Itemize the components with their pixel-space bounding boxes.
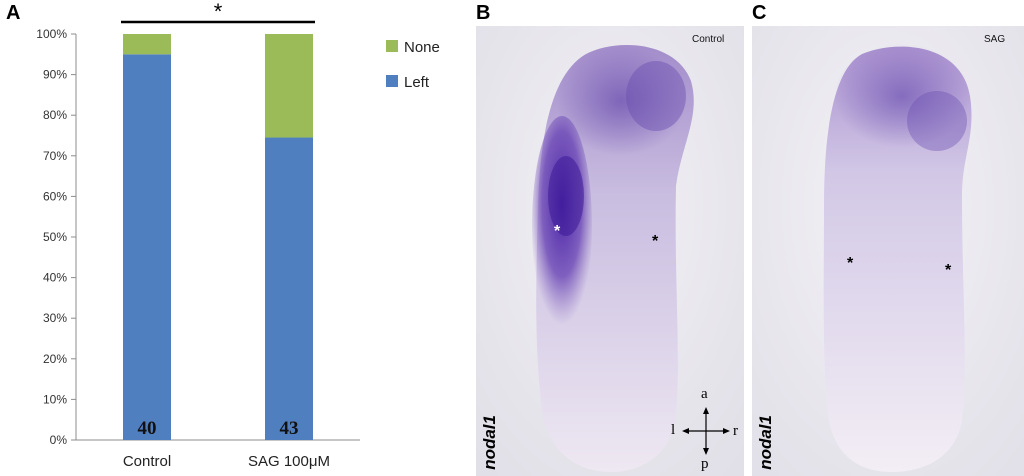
y-tick-label: 50% <box>43 230 67 244</box>
panel-letter-a: A <box>6 2 21 24</box>
stacked-bar-chart: 0% 10% 20% 30% 40% 50% 60% 70% 80% 90% 100% 40 43 C… <box>36 0 440 470</box>
bar-segment-left-0 <box>123 54 171 441</box>
condition-label-control: Control <box>692 34 725 45</box>
y-tick-label: 80% <box>43 108 67 122</box>
legend: None Left <box>386 39 440 91</box>
legend-label-none: None <box>404 39 440 56</box>
embryo-photo-control: Control * * a p l r nodal1 <box>476 26 744 476</box>
axis-label-a: a <box>701 386 708 402</box>
y-tick-label: 70% <box>43 149 67 163</box>
legend-swatch-none <box>386 40 398 52</box>
condition-label-sag: SAG <box>984 34 1006 45</box>
marker-left-white: * <box>554 223 561 240</box>
legend-swatch-left <box>386 75 398 87</box>
y-tick-label: 10% <box>43 392 67 406</box>
bar-segment-none-1 <box>265 34 313 138</box>
axis-label-l: l <box>671 422 676 438</box>
category-label: Control <box>123 453 171 470</box>
panel-letter-c: C <box>752 2 767 24</box>
category-label: SAG 100μM <box>248 453 330 470</box>
gene-label-sag: nodal1 <box>756 415 775 470</box>
significance-bracket: * <box>121 0 315 24</box>
y-tick-label: 90% <box>43 68 67 82</box>
axis-label-p: p <box>701 456 709 472</box>
marker-right-black: * <box>652 233 659 250</box>
significance-star: * <box>214 0 223 24</box>
bar-segment-left-1 <box>265 137 313 440</box>
y-tick-label: 100% <box>36 27 67 41</box>
axis-label-r: r <box>733 423 738 439</box>
marker-right-black: * <box>945 262 952 279</box>
y-tick-label: 60% <box>43 189 67 203</box>
y-tick-label: 30% <box>43 311 67 325</box>
y-tick-label: 0% <box>50 433 68 447</box>
panel-letter-b: B <box>476 2 491 24</box>
orientation-compass <box>682 407 730 455</box>
gene-label-control: nodal1 <box>480 415 499 470</box>
marker-left-black: * <box>847 255 854 272</box>
embryo-sag-image <box>752 26 1024 476</box>
y-tick-label: 40% <box>43 271 67 285</box>
category-labels: Control SAG 100μM <box>123 453 330 470</box>
embryo-photo-sag: SAG * * nodal1 <box>752 26 1024 476</box>
legend-label-left: Left <box>404 74 430 91</box>
sample-size-label: 43 <box>280 418 299 439</box>
y-tick-label: 20% <box>43 352 67 366</box>
embryo-control-image <box>476 26 744 476</box>
y-axis: 0% 10% 20% 30% 40% 50% 60% 70% 80% 90% 100% <box>36 27 360 447</box>
bars: 40 43 <box>123 34 313 441</box>
bar-segment-none-0 <box>123 34 171 55</box>
sample-size-label: 40 <box>138 418 157 439</box>
